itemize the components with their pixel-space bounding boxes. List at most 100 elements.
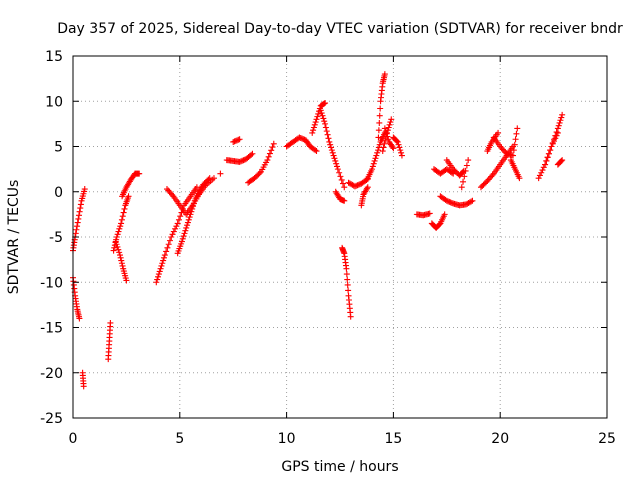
data-point (170, 228, 177, 235)
data-point (544, 154, 551, 161)
data-point (323, 128, 330, 135)
data-point (535, 175, 542, 182)
data-point (539, 167, 546, 174)
data-point (159, 260, 166, 267)
data-point (180, 233, 187, 240)
x-tick-label: 15 (384, 431, 402, 447)
data-point (136, 170, 143, 177)
y-tick-label: 5 (54, 140, 63, 156)
data-point (179, 235, 186, 242)
grid-lines (73, 56, 607, 418)
data-point (74, 223, 81, 230)
data-point (483, 179, 490, 186)
data-point (184, 222, 191, 229)
y-tick-label: -5 (49, 230, 63, 246)
data-point (270, 140, 277, 147)
data-point (116, 225, 123, 232)
data-point (320, 115, 327, 122)
data-point (384, 133, 391, 140)
data-point (165, 241, 172, 248)
data-point (76, 208, 83, 215)
x-tick-label: 25 (598, 431, 616, 447)
tick-labels: 0 5 10 15 20 25 -25 -20 -15 -10 -5 0 5 10 15 (40, 49, 616, 447)
y-tick-label: 15 (45, 49, 63, 65)
data-point (75, 212, 82, 219)
data-point (328, 147, 335, 154)
data-point (466, 199, 473, 206)
data-point (120, 209, 127, 216)
data-point (542, 161, 549, 168)
data-point (168, 234, 175, 240)
data-point (268, 147, 275, 154)
data-point (347, 313, 354, 320)
data-point (113, 234, 120, 240)
data-point (464, 200, 471, 207)
data-point (76, 315, 83, 322)
data-point (169, 191, 176, 198)
data-point (498, 144, 505, 151)
data-point (74, 219, 81, 226)
data-point (266, 150, 273, 157)
data-point (183, 224, 190, 231)
data-point (206, 175, 213, 182)
data-point (547, 147, 554, 154)
data-point (463, 201, 470, 208)
data-point (119, 213, 126, 220)
data-point (394, 138, 401, 145)
data-point (512, 136, 519, 143)
data-point (501, 147, 508, 154)
data-point (160, 257, 167, 264)
data-point (345, 287, 352, 294)
data-point (110, 247, 117, 254)
data-point (217, 170, 224, 177)
data-point (160, 254, 167, 261)
data-point (488, 173, 495, 180)
data-point (174, 220, 181, 227)
data-point (396, 144, 403, 151)
x-axis-label: GPS time / hours (281, 459, 398, 475)
data-point (389, 144, 396, 151)
data-point (558, 157, 565, 164)
data-point (336, 169, 343, 176)
data-point (236, 136, 243, 143)
data-point (381, 140, 388, 147)
data-point (334, 166, 341, 173)
data-point (345, 179, 352, 186)
data-point (155, 273, 162, 280)
data-point (330, 152, 337, 159)
data-point (536, 172, 543, 179)
data-point (153, 279, 160, 286)
data-point (372, 155, 379, 162)
data-point (123, 277, 130, 284)
data-point (364, 184, 371, 191)
data-point (390, 145, 397, 152)
data-point (313, 148, 320, 155)
data-point (324, 131, 331, 138)
data-point (269, 144, 276, 151)
data-point (460, 168, 467, 175)
data-point (116, 252, 123, 259)
data-point (551, 136, 558, 143)
data-point (510, 152, 517, 159)
data-point (249, 150, 256, 157)
data-point (469, 197, 476, 204)
data-point (485, 176, 492, 183)
data-point (556, 119, 563, 126)
data-point (333, 160, 340, 167)
data-point (310, 127, 317, 134)
data-point (114, 243, 121, 250)
data-point (545, 150, 552, 157)
data-point (397, 147, 404, 154)
data-point (114, 231, 121, 238)
data-point (375, 147, 382, 154)
data-point (382, 128, 389, 135)
data-point (381, 125, 388, 132)
data-point (315, 110, 322, 117)
data-point (326, 138, 333, 145)
data-point (188, 208, 195, 215)
data-point (77, 205, 84, 212)
data-point (484, 177, 491, 184)
chart-title: Day 357 of 2025, Sidereal Day-to-day VTE… (57, 21, 623, 37)
data-point (318, 110, 325, 117)
data-point (543, 157, 550, 164)
